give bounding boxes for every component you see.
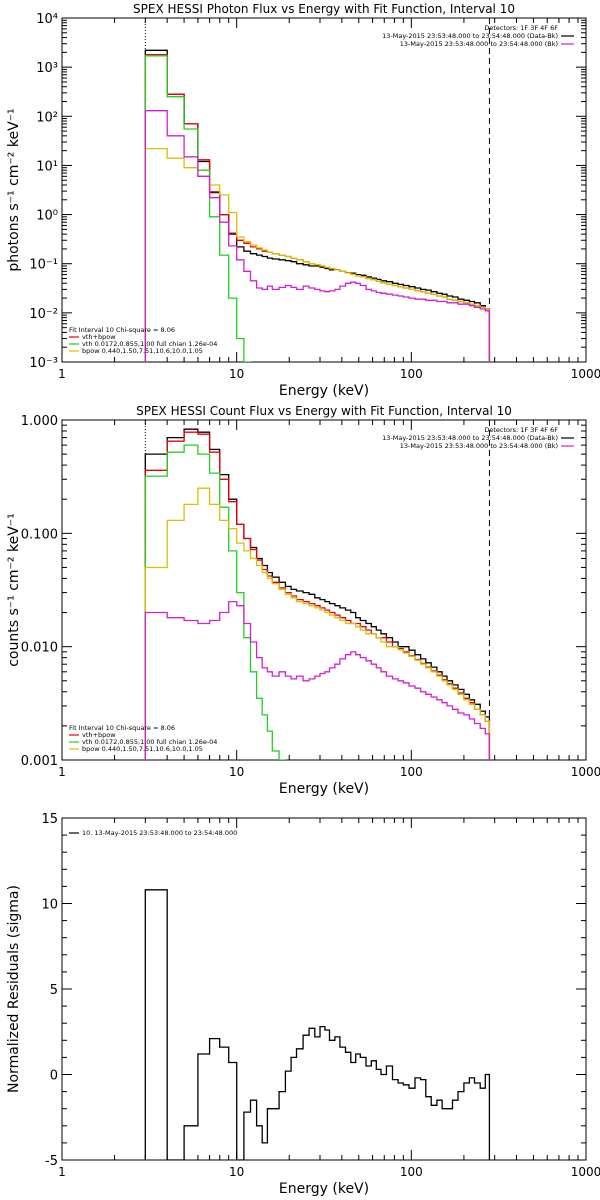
- x-axis: 1 10 100 1000 Energy (keV): [58, 818, 600, 1197]
- y-tick-label: 1.000: [21, 414, 58, 429]
- x-tick-label: 1000: [571, 765, 600, 779]
- x-axis-label: Energy (keV): [279, 383, 369, 399]
- series-group: [144, 889, 491, 1160]
- y-axis-label: Normalized Residuals (sigma): [6, 885, 22, 1093]
- legend-left-entry: 10. 13-May-2015 23:53:48.000 to 23:54:48…: [82, 829, 237, 837]
- x-tick-label: 100: [400, 765, 423, 779]
- y-tick-label: -5: [45, 1154, 58, 1169]
- legend-left-entry: vth+bpow: [82, 731, 116, 739]
- series-bpow: [144, 487, 491, 760]
- y-tick-label: 5: [50, 983, 58, 998]
- x-axis: 1 10 100 1000 Energy (keV): [58, 18, 600, 399]
- series-bk: [144, 110, 491, 362]
- chart-panel-2: SPEX HESSI Count Flux vs Energy with Fit…: [6, 404, 600, 797]
- legend-left-entry: vth 0.0172,0.855,1.00 full chian 1.26e-0…: [82, 340, 217, 348]
- y-axis: 10⁻³ 10⁻² 10⁻¹ 10⁰ 10¹ 10² 10³ 10⁴ photons s⁻¹ c…: [6, 12, 586, 371]
- legend-left-entry: bpow 0.440,1.50,7.51,10.6,10.0,1.05: [82, 347, 203, 355]
- y-tick-label: 10⁴: [36, 12, 58, 27]
- legend-left: Fit Interval 10 Chi-square = 8.06vth+bpo…: [69, 326, 217, 355]
- legend-left-entry: Fit Interval 10 Chi-square = 8.06: [69, 326, 175, 334]
- x-axis: 1 10 100 1000 Energy (keV): [58, 420, 600, 797]
- y-axis: 0.001 0.010 0.100 1.000 counts s⁻¹ cm⁻² keV⁻…: [6, 414, 586, 769]
- x-tick-label: 1: [58, 1165, 66, 1179]
- x-tick-label: 10: [229, 367, 244, 381]
- plot-frame: [61, 17, 587, 363]
- y-tick-label: 10⁻²: [29, 307, 58, 322]
- x-tick-label: 1000: [571, 367, 600, 381]
- plot-frame: [61, 817, 587, 1161]
- x-tick-label: 100: [400, 1165, 423, 1179]
- chart-title: SPEX HESSI Count Flux vs Energy with Fit…: [136, 404, 512, 418]
- y-tick-label: 10¹: [36, 159, 58, 174]
- legend-right-entry: 13-May-2015 23:53:48.000 to 23:54:48.000…: [382, 32, 558, 40]
- series-vth-bpow: [144, 431, 491, 760]
- x-tick-label: 1000: [571, 1165, 600, 1179]
- series-data-bk: [144, 428, 491, 760]
- series-vth: [144, 55, 252, 362]
- series-bpow: [144, 147, 491, 362]
- y-tick-label: 0.001: [21, 754, 58, 769]
- legend-right-entry: 13-May-2015 23:53:48.000 to 23:54:48.000…: [400, 442, 558, 450]
- legend-left-entry: vth 0.0172,0.855,1.00 full chian 1.26e-0…: [82, 738, 217, 746]
- y-tick-label: 10⁻³: [29, 356, 58, 371]
- x-tick-label: 1: [58, 367, 66, 381]
- legend-left-entry: bpow 0.440,1.50,7.51,10.6,10.0,1.05: [82, 745, 203, 753]
- series-group: [144, 428, 491, 760]
- legend-right-entry: Detectors: 1F 3F 4F 6F: [484, 24, 558, 32]
- series-vth: [144, 444, 287, 760]
- x-tick-label: 1: [58, 765, 66, 779]
- y-tick-label: 10: [41, 898, 58, 913]
- y-tick-label: 10⁻¹: [29, 258, 58, 273]
- chart-title: SPEX HESSI Photon Flux vs Energy with Fi…: [133, 2, 515, 16]
- y-tick-label: 0.010: [21, 641, 58, 656]
- x-axis-label: Energy (keV): [279, 1181, 369, 1197]
- series-residuals: [144, 889, 491, 1160]
- series-bk: [144, 600, 491, 760]
- y-tick-label: 10²: [36, 110, 58, 125]
- legend-left: 10. 13-May-2015 23:53:48.000 to 23:54:48…: [69, 829, 237, 837]
- chart-panel-1: SPEX HESSI Photon Flux vs Energy with Fi…: [6, 2, 600, 399]
- legend-right-entry: 13-May-2015 23:53:48.000 to 23:54:48.000…: [382, 434, 558, 442]
- plot-frame: [61, 419, 587, 761]
- legend-left: Fit Interval 10 Chi-square = 8.06vth+bpo…: [69, 724, 217, 753]
- series-data-bk: [144, 49, 491, 362]
- series-vth-bpow: [144, 53, 491, 362]
- y-axis: -5 0 5 10 15 Normalized Residuals (sigma): [6, 812, 586, 1169]
- legend-left-entry: vth+bpow: [82, 333, 116, 341]
- legend-left-entry: Fit Interval 10 Chi-square = 8.06: [69, 724, 175, 732]
- y-tick-label: 0.100: [21, 527, 58, 542]
- chart-panel-3: 1 10 100 1000 Energy (keV) -5 0 5 10 15 Normalized…: [6, 812, 600, 1197]
- y-axis-label: photons s⁻¹ cm⁻² keV⁻¹: [6, 108, 22, 271]
- series-group: [144, 49, 491, 362]
- y-tick-label: 10⁰: [36, 209, 58, 224]
- x-tick-label: 100: [400, 367, 423, 381]
- legend-right-entry: Detectors: 1F 3F 4F 6F: [484, 426, 558, 434]
- y-axis-label: counts s⁻¹ cm⁻² keV⁻¹: [6, 513, 22, 667]
- x-tick-label: 10: [229, 1165, 244, 1179]
- x-axis-label: Energy (keV): [279, 781, 369, 797]
- x-tick-label: 10: [229, 765, 244, 779]
- y-tick-label: 15: [41, 812, 58, 827]
- y-tick-label: 0: [50, 1069, 58, 1084]
- y-tick-label: 10³: [36, 61, 58, 76]
- legend-right-entry: 13-May-2015 23:53:48.000 to 23:54:48.000…: [400, 40, 558, 48]
